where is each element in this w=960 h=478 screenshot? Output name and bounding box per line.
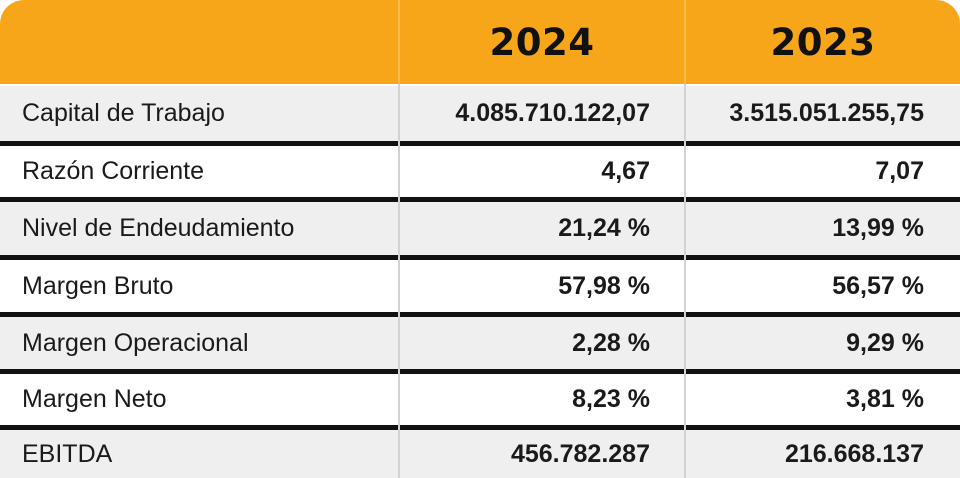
row-separator — [0, 197, 960, 202]
value-2024: 57,98 % — [558, 271, 650, 300]
table-row: Margen Operacional 2,28 % 9,29 % — [0, 317, 960, 369]
table-row: Capital de Trabajo 4.085.710.122,07 3.51… — [0, 86, 960, 141]
header-year-2023: 2023 — [770, 20, 876, 64]
value-2023: 216.668.137 — [784, 439, 924, 468]
header-divider — [684, 0, 686, 84]
row-separator — [0, 369, 960, 374]
value-2024: 4,67 — [601, 157, 650, 185]
header-blank-cell — [0, 0, 398, 84]
table-row: Nivel de Endeudamiento 21,24 % 13,99 % — [0, 202, 960, 255]
table-header: 2024 2023 — [0, 0, 960, 84]
row-separator — [0, 255, 960, 260]
value-2023: 7,07 — [875, 157, 924, 185]
value-2024: 4.085.710.122,07 — [455, 99, 650, 127]
value-2024: 2,28 % — [572, 328, 650, 357]
value-2024: 8,23 % — [572, 385, 650, 413]
value-2023: 13,99 % — [832, 214, 924, 242]
row-label: Nivel de Endeudamiento — [22, 214, 295, 242]
row-separator — [0, 141, 960, 146]
row-label: Margen Operacional — [22, 328, 249, 357]
row-separator — [0, 425, 960, 430]
table-row: EBITDA 456.782.287 216.668.137 — [0, 430, 960, 478]
row-label: Capital de Trabajo — [22, 99, 225, 127]
table-row: Margen Neto 8,23 % 3,81 % — [0, 374, 960, 425]
row-separator — [0, 312, 960, 317]
table-row: Razón Corriente 4,67 7,07 — [0, 146, 960, 197]
header-year-2024: 2024 — [489, 20, 595, 64]
row-label: EBITDA — [22, 439, 113, 468]
row-label: Razón Corriente — [22, 157, 205, 185]
column-divider — [684, 84, 686, 478]
column-divider — [398, 84, 400, 478]
value-2023: 3.515.051.255,75 — [729, 99, 924, 127]
value-2023: 3,81 % — [846, 385, 924, 413]
value-2023: 56,57 % — [832, 271, 924, 300]
row-label: Margen Bruto — [22, 271, 174, 300]
row-label: Margen Neto — [22, 385, 167, 413]
value-2024: 21,24 % — [558, 214, 650, 242]
value-2024: 456.782.287 — [510, 439, 650, 468]
value-2023: 9,29 % — [846, 328, 924, 357]
table-row: Margen Bruto 57,98 % 56,57 % — [0, 260, 960, 312]
header-divider — [398, 0, 400, 84]
